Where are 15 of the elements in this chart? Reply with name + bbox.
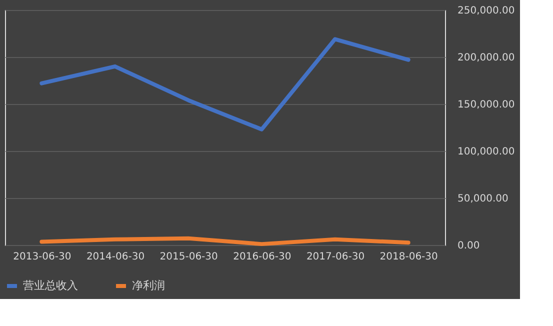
x-tick-label: 2016-06-30	[233, 252, 292, 262]
y-tick-label: 150,000.00	[458, 100, 515, 110]
x-tick-label: 2017-06-30	[306, 252, 365, 262]
y-tick-label: 0.00	[458, 240, 480, 252]
y-tick-label: 200,000.00	[458, 52, 515, 64]
x-tick-label: 2015-06-30	[160, 252, 218, 262]
legend-label: 净利润	[132, 279, 165, 292]
x-tick-label: 2018-06-30	[380, 252, 438, 262]
y-tick-label: 250,000.00	[458, 6, 515, 16]
y-tick-label: 100,000.00	[458, 146, 515, 158]
line-series	[40, 37, 410, 132]
legend-label: 营业总收入	[23, 279, 78, 292]
y-tick-label: 50,000.00	[458, 194, 508, 204]
x-tick-label: 2014-06-30	[86, 252, 145, 262]
x-tick-label: 2013-06-30	[13, 252, 72, 262]
